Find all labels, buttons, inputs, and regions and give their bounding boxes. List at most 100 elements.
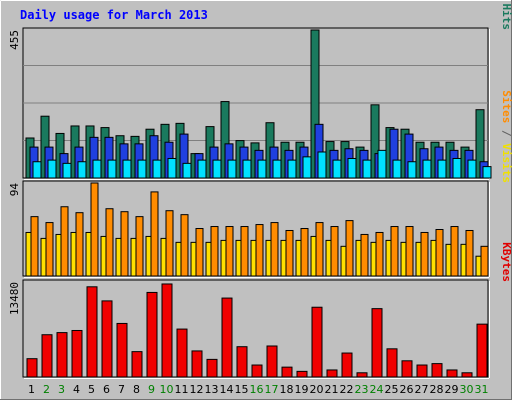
bar-pages xyxy=(62,162,72,179)
x-tick-label: 20 xyxy=(310,383,324,396)
x-tick-label: 31 xyxy=(475,383,489,396)
bar-kbytes xyxy=(251,364,263,378)
legend-kbytes: KBytes xyxy=(500,242,512,282)
bar-pages xyxy=(77,161,87,179)
bar-pages xyxy=(152,159,162,179)
bar-sites xyxy=(345,220,354,277)
bar-sites xyxy=(240,226,249,277)
bar-sites xyxy=(60,206,69,277)
bar-pages xyxy=(332,159,342,179)
bar-kbytes xyxy=(131,351,143,378)
bar-kbytes xyxy=(446,369,458,378)
bar-sites xyxy=(480,245,489,277)
bar-sites xyxy=(150,191,159,277)
bar-pages xyxy=(467,159,477,179)
x-tick-label: 2 xyxy=(43,383,50,396)
bar-pages xyxy=(272,159,282,179)
bar-pages xyxy=(362,159,372,179)
bar-sites xyxy=(300,228,309,277)
legend-visits: Visits xyxy=(500,143,512,183)
bar-kbytes xyxy=(356,372,368,378)
x-tick-label: 9 xyxy=(148,383,155,396)
bar-sites xyxy=(90,182,99,277)
x-tick-label: 5 xyxy=(88,383,95,396)
x-tick-label: 27 xyxy=(415,383,429,396)
bar-kbytes xyxy=(326,369,338,378)
bar-pages xyxy=(47,159,57,179)
x-tick-label: 23 xyxy=(355,383,369,396)
x-tick-label: 26 xyxy=(400,383,414,396)
bar-sites xyxy=(105,208,114,277)
bar-pages xyxy=(32,161,42,179)
bar-sites xyxy=(465,229,474,277)
bar-kbytes xyxy=(56,332,68,378)
legend-label: Sites / Visits xyxy=(500,90,512,183)
bar-sites xyxy=(450,226,459,277)
bar-pages xyxy=(212,159,222,179)
bar-sites xyxy=(315,222,324,277)
bar-pages xyxy=(422,159,432,179)
bar-sites xyxy=(390,226,399,277)
bar-kbytes xyxy=(401,360,413,378)
x-tick-label: 4 xyxy=(73,383,80,396)
x-tick-label: 17 xyxy=(265,383,279,396)
bar-kbytes xyxy=(71,329,83,378)
x-tick-label: 30 xyxy=(460,383,474,396)
chart-title: Daily usage for March 2013 xyxy=(20,8,208,22)
bar-kbytes xyxy=(386,348,398,378)
bar-sites xyxy=(270,222,279,277)
bar-kbytes xyxy=(206,358,218,378)
x-tick-label: 22 xyxy=(340,383,354,396)
bar-kbytes xyxy=(461,372,473,378)
legend-label: Pages / Files / Hits xyxy=(500,0,512,30)
y-max-label: 94 xyxy=(8,183,21,197)
x-tick-label: 1 xyxy=(28,383,35,396)
bar-sites xyxy=(30,216,39,277)
bar-kbytes xyxy=(176,328,188,378)
x-tick-label: 10 xyxy=(160,383,174,396)
bar-pages xyxy=(197,159,207,179)
legend-label: KBytes xyxy=(500,242,512,282)
chart-panel-1: 455 Pages / Files / Hits xyxy=(8,0,512,180)
bar-pages xyxy=(242,159,252,179)
y-max-label: 455 xyxy=(8,30,21,50)
bar-kbytes xyxy=(191,350,203,378)
bar-sites xyxy=(75,212,84,277)
x-tick-label: 28 xyxy=(430,383,444,396)
x-tick-label: 25 xyxy=(385,383,399,396)
bar-sites xyxy=(135,216,144,277)
bar-pages xyxy=(227,159,237,179)
bar-pages xyxy=(452,157,462,179)
bar-kbytes xyxy=(416,364,428,378)
bar-pages xyxy=(122,159,132,179)
legend-/: / xyxy=(500,123,512,143)
bar-kbytes xyxy=(116,322,128,378)
bar-sites xyxy=(405,226,414,277)
bar-sites xyxy=(210,226,219,277)
bar-sites xyxy=(360,233,369,277)
bar-kbytes xyxy=(146,291,158,378)
bar-kbytes xyxy=(371,308,383,378)
x-tick-label: 6 xyxy=(103,383,110,396)
bar-pages xyxy=(302,156,312,179)
bar-pages xyxy=(377,149,387,179)
bar-sites xyxy=(195,228,204,277)
bar-kbytes xyxy=(431,363,443,378)
bar-kbytes xyxy=(266,345,278,378)
chart-panel-3: 13480 KBytes xyxy=(8,242,512,379)
x-tick-label: 21 xyxy=(325,383,339,396)
legend-hits: Hits xyxy=(500,4,512,31)
bar-pages xyxy=(392,159,402,179)
x-tick-label: 14 xyxy=(220,383,234,396)
bar-sites xyxy=(420,231,429,277)
bar-kbytes xyxy=(476,323,488,378)
bar-kbytes xyxy=(41,334,53,378)
x-tick-label: 12 xyxy=(190,383,204,396)
bar-sites xyxy=(285,229,294,277)
bar-pages xyxy=(287,159,297,179)
x-tick-label: 7 xyxy=(118,383,125,396)
x-tick-label: 11 xyxy=(175,383,189,396)
bar-pages xyxy=(407,161,417,179)
